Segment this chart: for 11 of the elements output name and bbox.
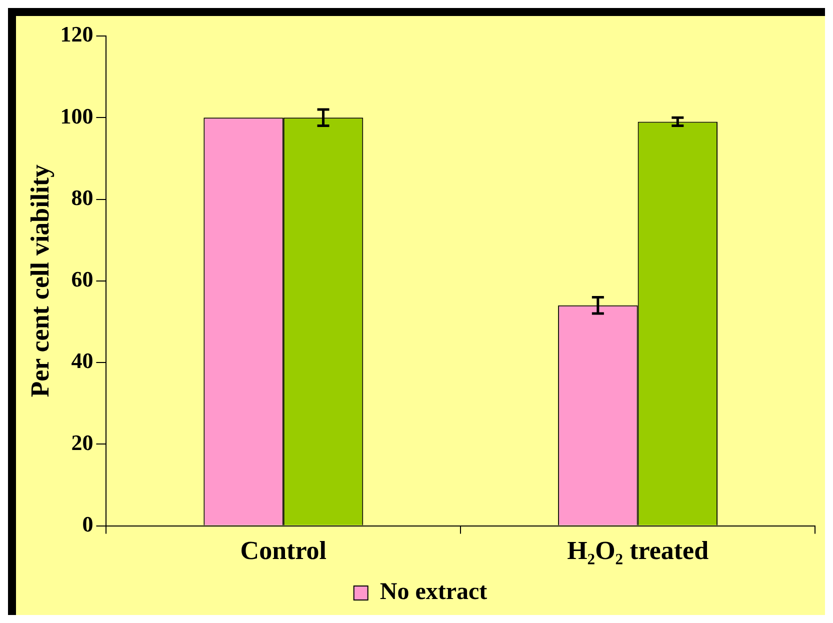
y-tick-label: 100 (60, 103, 94, 128)
y-tick-label: 40 (71, 348, 94, 374)
x-tick-label: Control (240, 536, 326, 566)
legend-label: No extract (380, 579, 488, 606)
y-axis-title: Per cent cell viability (25, 164, 54, 398)
y-tick-label: 60 (71, 266, 94, 292)
y-tick-label: 120 (60, 22, 94, 47)
y-tick-label: 80 (71, 184, 94, 210)
y-tick-label: 20 (71, 430, 94, 455)
x-tick-label: H₂O₂ treated (567, 536, 710, 566)
y-tick-label: 0 (82, 511, 94, 536)
